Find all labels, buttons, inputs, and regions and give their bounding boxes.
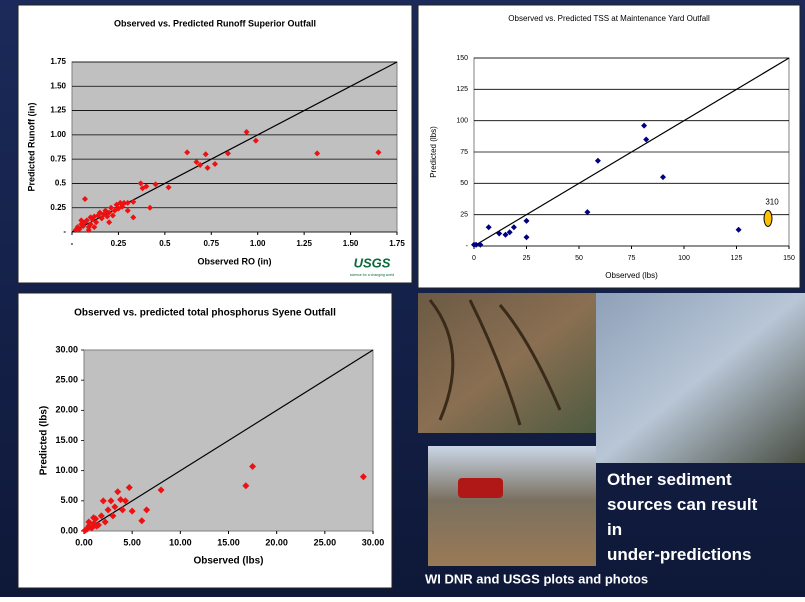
chart-title: Observed vs. predicted total phosphorus … [74, 308, 336, 319]
x-tick-label: 150 [783, 255, 795, 262]
y-tick-label: 150 [456, 55, 468, 62]
y-tick-label: 25 [460, 212, 468, 219]
y-tick-label: 15.00 [55, 435, 78, 445]
x-tick-label: 1.00 [250, 239, 266, 248]
x-tick-label: 0 [472, 255, 476, 262]
x-axis-label: Observed (lbs) [193, 556, 263, 567]
chart: Observed vs. Predicted Runoff Superior O… [18, 5, 412, 283]
x-tick-label: 0.25 [111, 239, 127, 248]
y-tick-label: 0.5 [55, 179, 67, 188]
y-tick-label: 20.00 [55, 405, 78, 415]
y-tick-label: 1.50 [50, 81, 66, 90]
logo-tagline: science for a changing world [350, 273, 394, 277]
y-tick-label: 100 [456, 118, 468, 125]
x-tick-label: 0.75 [203, 239, 219, 248]
chart: Observed vs. predicted total phosphorus … [18, 293, 392, 588]
photo-erosion [418, 293, 603, 433]
x-tick-label: 75 [628, 255, 636, 262]
x-tick-label: - [71, 239, 74, 248]
x-tick-label: 25 [523, 255, 531, 262]
x-tick-label: 125 [731, 255, 743, 262]
y-tick-label: 0.75 [50, 154, 66, 163]
y-tick-label: 1.25 [50, 106, 66, 115]
x-tick-label: 100 [678, 255, 690, 262]
y-tick-label: 5.00 [60, 495, 78, 505]
x-tick-label: 25.00 [314, 537, 337, 547]
y-axis-label: Predicted Runoff (in) [26, 103, 36, 192]
credit: WI DNR and USGS plots and photos [425, 571, 648, 586]
chart-title: Observed vs. Predicted Runoff Superior O… [114, 18, 316, 28]
y-tick-label: 0.00 [60, 525, 78, 535]
y-tick-label: 1.00 [50, 130, 66, 139]
x-tick-label: 20.00 [265, 537, 288, 547]
y-tick-label: 25.00 [55, 375, 78, 385]
chart: Observed vs. Predicted TSS at Maintenanc… [418, 5, 800, 288]
photo-lot [428, 446, 596, 566]
slide: Other sediment sources can result in und… [0, 0, 805, 597]
x-tick-label: 50 [575, 255, 583, 262]
caption-line: sources can result [607, 495, 758, 514]
x-tick-label: 1.75 [389, 239, 405, 248]
x-tick-label: 0.00 [75, 537, 93, 547]
x-tick-label: 5.00 [123, 537, 141, 547]
y-tick-label: 30.00 [55, 344, 78, 354]
x-tick-label: 1.25 [296, 239, 312, 248]
x-tick-label: 30.00 [362, 537, 385, 547]
annotation-label: 310 [765, 198, 779, 207]
y-tick-label: 10.00 [55, 465, 78, 475]
annotation-marker [764, 210, 772, 226]
x-tick-label: 0.5 [159, 239, 171, 248]
y-tick-label: 50 [460, 180, 468, 187]
logo: USGS [354, 255, 391, 270]
y-axis-label: Predicted (lbs) [39, 406, 50, 475]
y-tick-label: 125 [456, 86, 468, 93]
x-tick-label: 10.00 [169, 537, 192, 547]
caption-line: under-predictions [607, 545, 752, 564]
y-tick-label: - [63, 227, 66, 236]
photo-car [458, 478, 503, 498]
chart-title: Observed vs. Predicted TSS at Maintenanc… [508, 14, 710, 23]
y-tick-label: 0.25 [50, 203, 66, 212]
photo-road [596, 293, 805, 463]
y-axis-label: Predicted (lbs) [429, 126, 438, 178]
y-tick-label: 75 [460, 149, 468, 156]
x-tick-label: 1.50 [343, 239, 359, 248]
x-axis-label: Observed (lbs) [605, 271, 658, 280]
caption-line: Other sediment [607, 470, 732, 489]
x-axis-label: Observed RO (in) [197, 256, 271, 266]
y-tick-label: 1.75 [50, 57, 66, 66]
caption-line: in [607, 520, 622, 539]
x-tick-label: 15.00 [217, 537, 240, 547]
